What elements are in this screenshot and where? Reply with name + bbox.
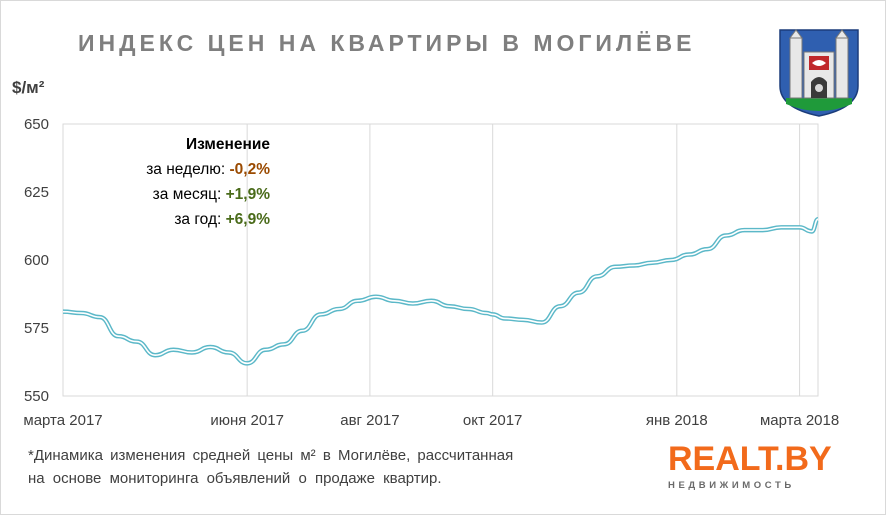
footnote-line-2: на основе мониторинга объявлений о прода… (28, 470, 442, 487)
y-axis-ticks: 550 575 600 625 650 (24, 116, 49, 405)
change-month-value: +1,9% (225, 186, 270, 203)
change-year-value: +6,9% (225, 211, 270, 228)
y-tick-label: 550 (24, 388, 49, 405)
realt-logo-name: REALT.BY (668, 440, 832, 478)
change-week: за неделю: -0,2% (120, 157, 270, 182)
y-tick-label: 600 (24, 252, 49, 269)
realt-logo: REALT.BY НЕДВИЖИМОСТЬ (668, 440, 844, 491)
change-week-label: за неделю: (146, 161, 226, 178)
x-axis-ticks: марта 2017 июня 2017 авг 2017 окт 2017 янв 2… (23, 412, 839, 429)
change-year: за год: +6,9% (120, 207, 270, 232)
x-tick-label: июня 2017 (210, 412, 284, 429)
y-tick-label: 625 (24, 184, 49, 201)
y-tick-label: 575 (24, 320, 49, 337)
x-tick-label: янв 2018 (646, 412, 708, 429)
mogilev-coat-of-arms-icon (779, 29, 859, 117)
series-line-inner (62, 218, 819, 365)
change-month-label: за месяц: (152, 186, 222, 203)
change-week-value: -0,2% (229, 161, 271, 178)
chart-grid (62, 123, 819, 397)
realt-logo-tagline: НЕДВИЖИМОСТЬ (668, 480, 795, 491)
series-line-outer (62, 216, 820, 366)
chart-title: ИНДЕКС ЦЕН НА КВАРТИРЫ В МОГИЛЁВЕ (78, 30, 696, 56)
change-month: за месяц: +1,9% (120, 182, 270, 207)
x-tick-label: марта 2018 (760, 412, 839, 429)
y-axis-unit: $/м² (12, 78, 45, 97)
change-year-label: за год: (174, 211, 222, 228)
footnote: *Динамика изменения средней цены м² в Мо… (28, 444, 588, 490)
change-summary: Изменение за неделю: -0,2% за месяц: +1,… (120, 132, 270, 232)
price-series (62, 216, 820, 366)
x-tick-label: авг 2017 (340, 412, 399, 429)
change-heading: Изменение (185, 136, 270, 153)
y-tick-label: 650 (24, 116, 49, 133)
x-tick-label: марта 2017 (23, 412, 102, 429)
x-tick-label: окт 2017 (463, 412, 522, 429)
footnote-line-1: *Динамика изменения средней цены м² в Мо… (28, 447, 514, 464)
